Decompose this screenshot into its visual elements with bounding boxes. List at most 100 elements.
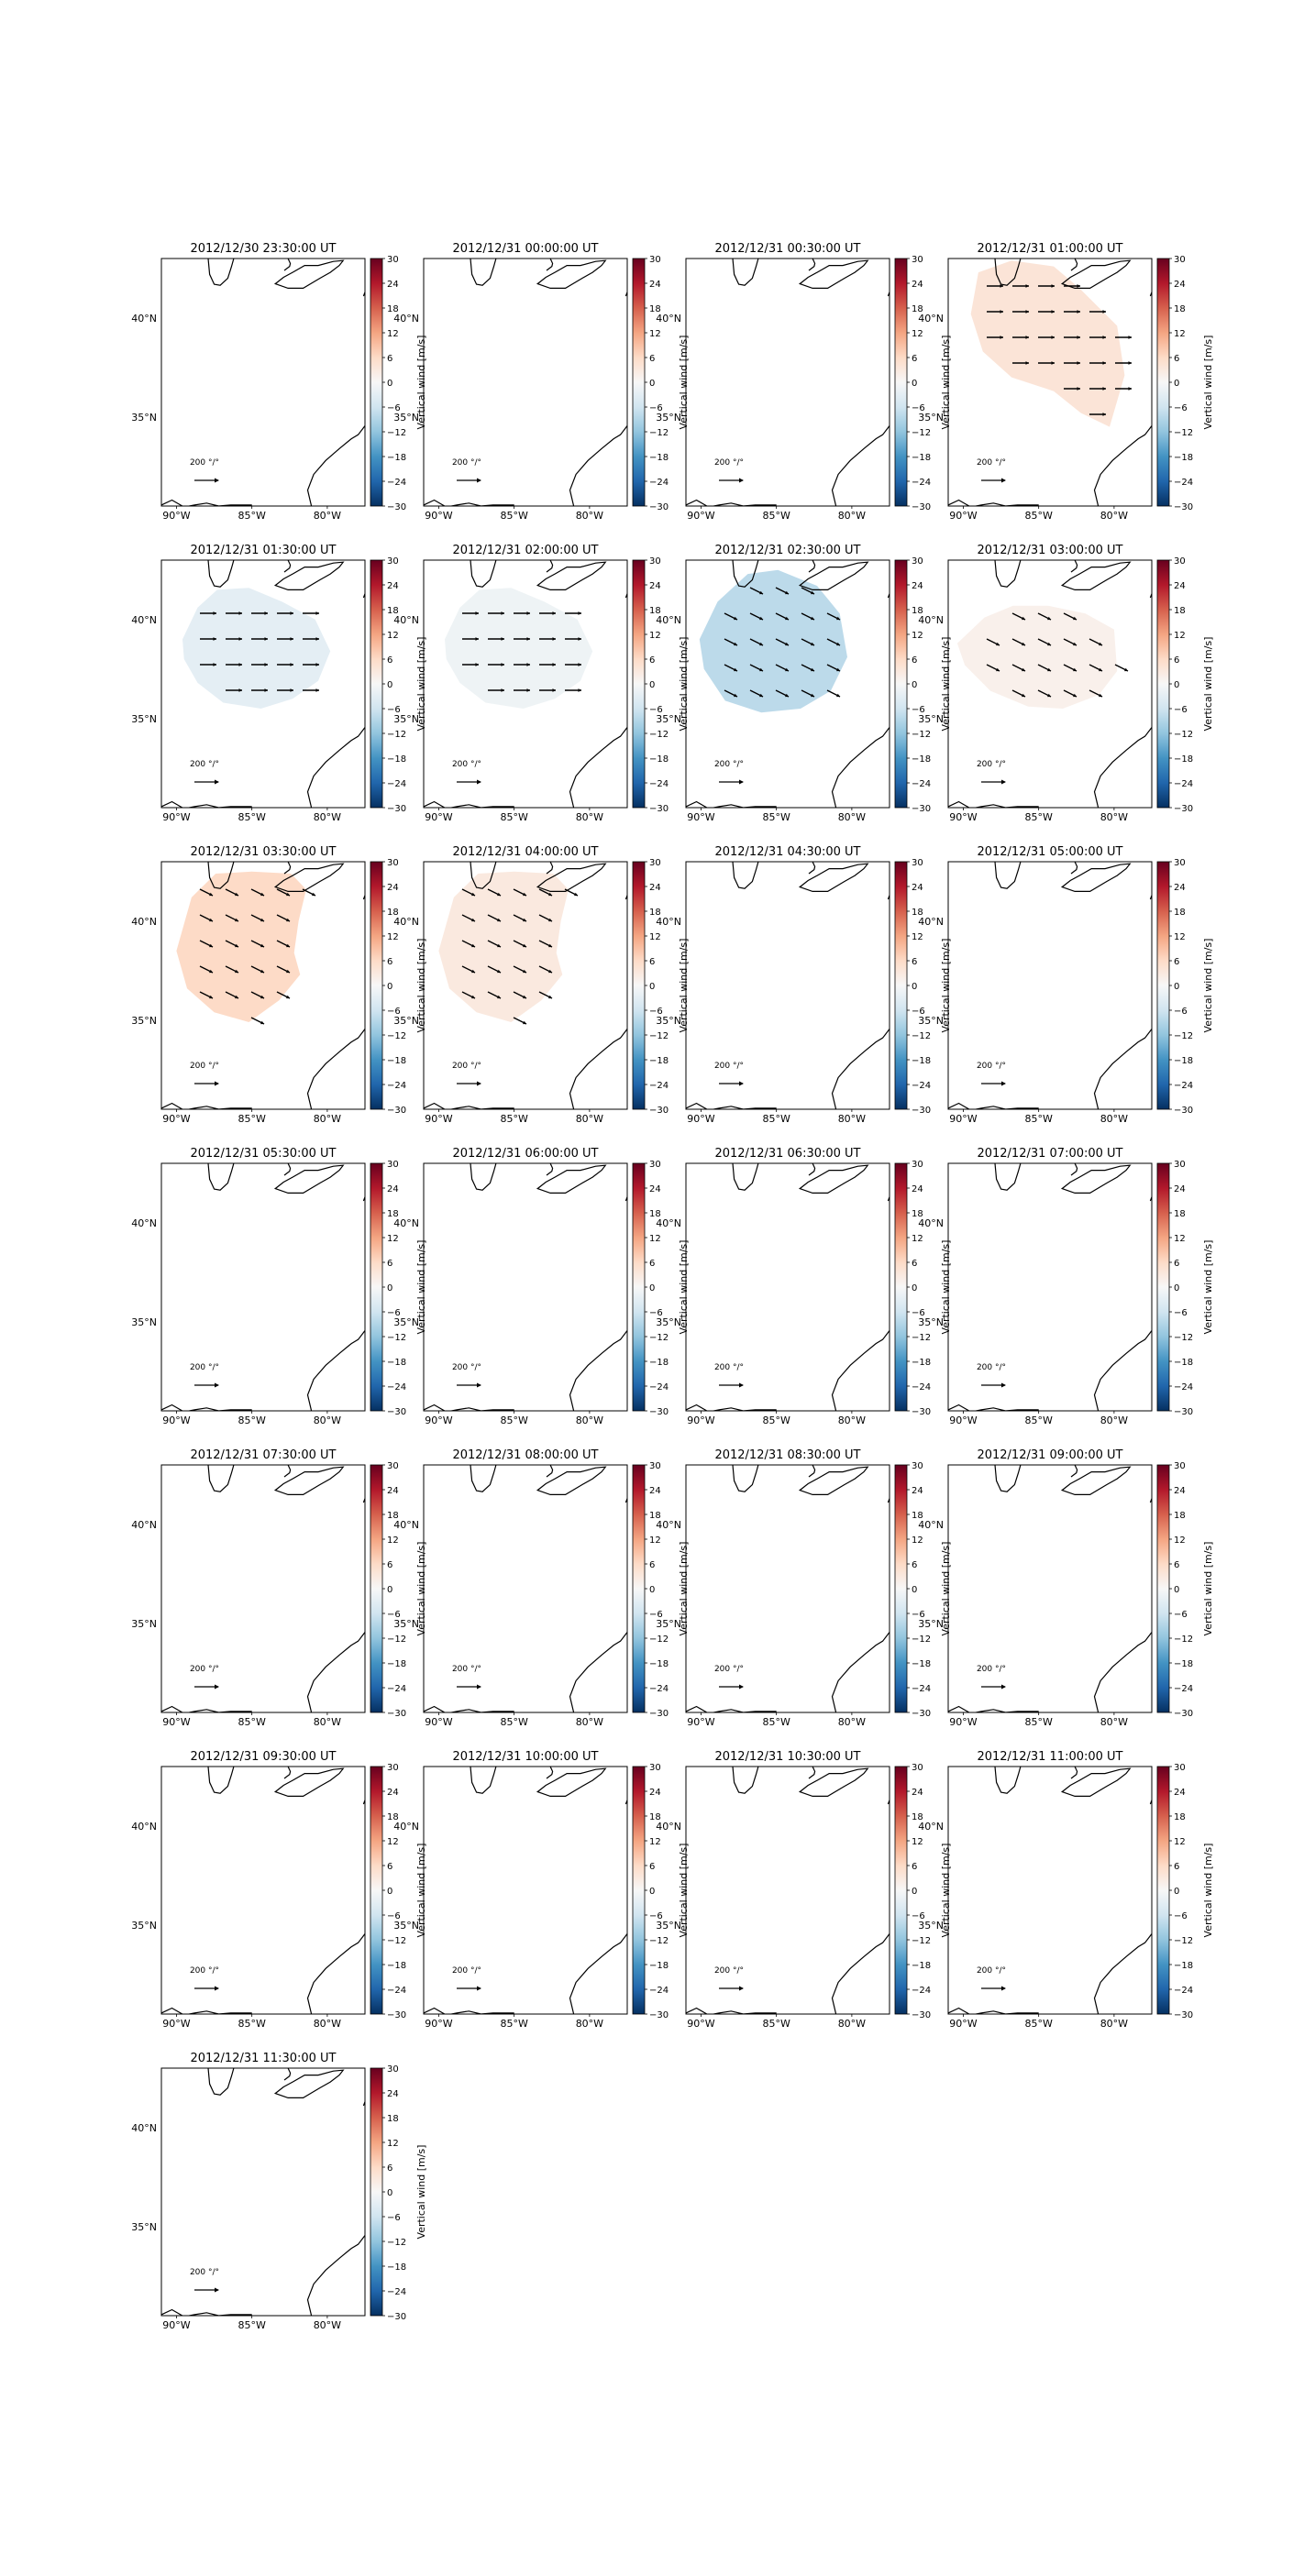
colorbar-tick-label: 0 xyxy=(912,379,917,389)
coastline xyxy=(994,259,1022,286)
quiver-key-label: 200 °/° xyxy=(190,2268,219,2277)
quiver-key-label: 200 °/° xyxy=(452,1966,481,1976)
colorbar-tick-label: −18 xyxy=(649,1961,669,1971)
wind-arrow-head xyxy=(1047,693,1051,698)
lon-tick-label: 80°W xyxy=(576,1113,603,1125)
wind-arrow-head xyxy=(548,969,552,974)
lon-tick-label: 85°W xyxy=(238,1113,265,1125)
lake-erie-outline xyxy=(536,1767,607,1797)
panel-title: 2012/12/31 02:30:00 UT xyxy=(714,544,860,557)
colorbar-tick-label: −30 xyxy=(387,1407,406,1417)
quiver-key-label: 200 °/° xyxy=(452,1665,481,1674)
wind-arrow-head xyxy=(836,616,840,621)
colorbar-tick-label: −18 xyxy=(649,453,669,463)
colorbar-tick-label: 24 xyxy=(912,280,923,290)
colorbar-tick-label: 6 xyxy=(387,354,392,364)
colorbar-tick-label: 24 xyxy=(1174,1486,1186,1496)
lon-tick-label: 85°W xyxy=(1024,2018,1052,2030)
colorbar-tick-label: −24 xyxy=(387,1081,406,1091)
wind-arrow-head xyxy=(235,969,238,974)
lon-tick-label: 90°W xyxy=(425,2018,452,2030)
coastline xyxy=(207,1163,235,1191)
lake-erie-outline xyxy=(536,1164,607,1194)
colorbar-tick-label: 0 xyxy=(649,680,655,690)
wind-arrow-head xyxy=(315,663,319,666)
map-frame xyxy=(947,258,1153,507)
map-frame xyxy=(947,1766,1153,2015)
coastline xyxy=(424,1705,514,1712)
colorbar-tick-label: 30 xyxy=(912,255,923,265)
colorbar-tick-label: 6 xyxy=(1174,655,1179,666)
panel-6: 2012/12/31 02:30:00 UT 200 °/° 90°W 85°W 80°… xyxy=(656,544,952,823)
map-frame xyxy=(160,1464,366,1713)
coastline xyxy=(306,727,365,808)
colorbar-label: Vertical wind [m/s] xyxy=(415,1542,427,1636)
colorbar-tick-label: −30 xyxy=(1174,1106,1193,1116)
colorbar-tick-label: 6 xyxy=(649,1862,655,1872)
map-frame xyxy=(947,861,1153,1110)
quiver-key-label: 200 °/° xyxy=(714,1966,744,1976)
colorbar-label: Vertical wind [m/s] xyxy=(678,1240,690,1335)
lat-tick-label: 40°N xyxy=(393,313,419,325)
panel-13: 2012/12/31 06:00:00 UT 200 °/° 90°W 85°W 80°… xyxy=(393,1147,690,1426)
colorbar xyxy=(1156,861,1170,1110)
panel-title: 2012/12/31 10:30:00 UT xyxy=(714,1750,860,1764)
panel-title: 2012/12/31 11:30:00 UT xyxy=(190,2052,336,2065)
wind-arrow-head xyxy=(497,918,501,922)
wind-arrow-head xyxy=(1025,284,1029,288)
colorbar-tick-label: −30 xyxy=(649,2010,669,2020)
lake-erie-outline xyxy=(273,259,345,289)
colorbar-tick-label: 0 xyxy=(1174,680,1179,690)
colorbar-tick-label: 18 xyxy=(1174,304,1186,314)
coastline xyxy=(283,1767,292,1779)
quiver-key-arrow-head xyxy=(477,1986,481,1991)
map-frame xyxy=(685,1464,890,1713)
wind-arrow-head xyxy=(526,611,530,615)
lat-tick-label: 35°N xyxy=(131,412,157,424)
colorbar-tick-label: 0 xyxy=(1174,982,1179,992)
colorbar-tick-label: −30 xyxy=(649,502,669,512)
colorbar-tick-label: −30 xyxy=(387,502,406,512)
wind-arrow-head xyxy=(548,995,552,999)
wind-arrow-head xyxy=(497,892,501,897)
wind-arrow-head xyxy=(523,892,526,897)
coastline xyxy=(283,862,292,875)
panel-title: 2012/12/31 03:30:00 UT xyxy=(190,845,336,859)
coastline xyxy=(546,862,554,875)
colorbar-tick-label: −12 xyxy=(649,1031,669,1041)
colorbar-tick-label: 24 xyxy=(1174,1788,1186,1798)
wind-arrow-head xyxy=(209,892,213,897)
colorbar-tick-label: 0 xyxy=(912,1283,917,1294)
colorbar-tick-label: 30 xyxy=(912,1160,923,1170)
wind-arrow-head xyxy=(1099,667,1102,672)
wind-arrow-head xyxy=(1128,336,1132,339)
coastline xyxy=(808,259,816,271)
coastline xyxy=(161,1705,252,1712)
coastline xyxy=(808,862,816,875)
colorbar-tick-label: 18 xyxy=(1174,1209,1186,1219)
wind-arrow-head xyxy=(260,1020,264,1025)
colorbar-label: Vertical wind [m/s] xyxy=(678,637,690,732)
lon-tick-label: 80°W xyxy=(576,510,603,522)
colorbar-tick-label: 12 xyxy=(649,631,661,641)
colorbar-tick-label: 30 xyxy=(387,556,399,567)
colorbar-tick-label: −12 xyxy=(912,428,931,438)
colorbar-tick-label: 0 xyxy=(649,1585,655,1595)
vertical-wind-field xyxy=(176,871,306,1022)
panel-2: 2012/12/31 00:30:00 UT 200 °/° 90°W 85°W 80°… xyxy=(656,242,952,522)
wind-arrow-head xyxy=(1047,642,1051,646)
wind-arrow-head xyxy=(811,590,814,595)
coastline xyxy=(948,499,1039,506)
lake-erie-outline xyxy=(798,1767,869,1797)
lon-tick-label: 80°W xyxy=(838,2018,866,2030)
colorbar-tick-label: 12 xyxy=(649,1837,661,1847)
wind-arrow-head xyxy=(552,663,556,666)
colorbar-tick-label: 30 xyxy=(387,255,399,265)
colorbar-tick-label: −30 xyxy=(1174,2010,1193,2020)
lon-tick-label: 90°W xyxy=(162,510,190,522)
wind-arrow-head xyxy=(1051,310,1055,314)
colorbar-tick-label: −6 xyxy=(649,1610,663,1620)
colorbar-tick-label: −6 xyxy=(387,1308,401,1318)
colorbar-tick-label: 12 xyxy=(1174,1234,1186,1244)
